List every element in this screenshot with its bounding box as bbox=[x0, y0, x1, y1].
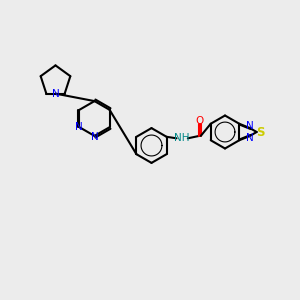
Text: NH: NH bbox=[174, 133, 190, 143]
Text: N: N bbox=[246, 122, 254, 131]
Text: N: N bbox=[246, 133, 254, 142]
Text: O: O bbox=[195, 116, 203, 127]
Text: S: S bbox=[256, 125, 265, 139]
Text: N: N bbox=[52, 88, 59, 99]
Text: N: N bbox=[91, 131, 98, 142]
Text: N: N bbox=[75, 122, 83, 132]
